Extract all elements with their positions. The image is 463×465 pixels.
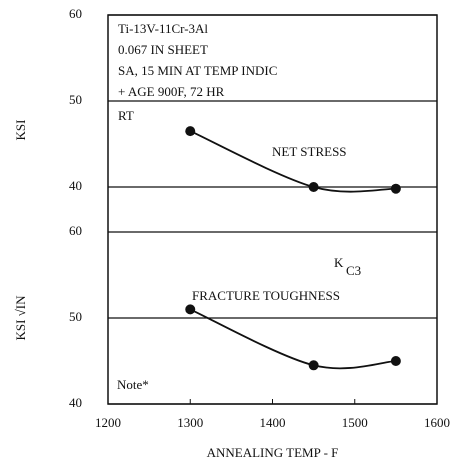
annotation: 0.067 IN SHEET [118,42,208,57]
data-point [390,356,401,366]
y-tick-label: 50 [69,309,82,324]
series-label: FRACTURE TOUGHNESS [192,288,340,303]
annotation: Ti-13V-11Cr-3Al [118,21,208,36]
data-point [308,360,319,371]
annotation: SA, 15 MIN AT TEMP INDIC [118,63,277,78]
y-axis-label: KSI √IN [13,295,28,341]
x-tick-label: 1400 [260,415,286,430]
data-point [390,183,401,194]
y-tick-label: 50 [69,92,82,107]
annotation: Note* [117,377,149,392]
y-tick-label: 60 [69,6,82,21]
y-tick-label: 60 [69,223,82,238]
y-tick-label: 40 [69,395,82,410]
annotation: RT [118,108,134,123]
data-point [185,304,196,315]
data-point [185,126,196,137]
annotation: + AGE 900F, 72 HR [118,84,225,99]
data-point [308,182,319,192]
annotation: K [334,255,344,270]
annotation: C3 [346,263,361,278]
series-line [189,130,396,193]
x-tick-label: 1200 [95,415,121,430]
y-axis-label: KSI [13,120,28,141]
x-tick-label: 1500 [342,415,368,430]
x-tick-label: 1300 [177,415,203,430]
series-label: NET STRESS [272,144,347,159]
y-tick-label: 40 [69,178,82,193]
x-axis-label: ANNEALING TEMP - F [207,445,339,460]
x-tick-label: 1600 [424,415,450,430]
